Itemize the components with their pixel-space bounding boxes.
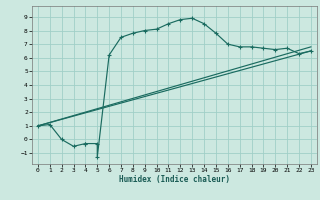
X-axis label: Humidex (Indice chaleur): Humidex (Indice chaleur): [119, 175, 230, 184]
